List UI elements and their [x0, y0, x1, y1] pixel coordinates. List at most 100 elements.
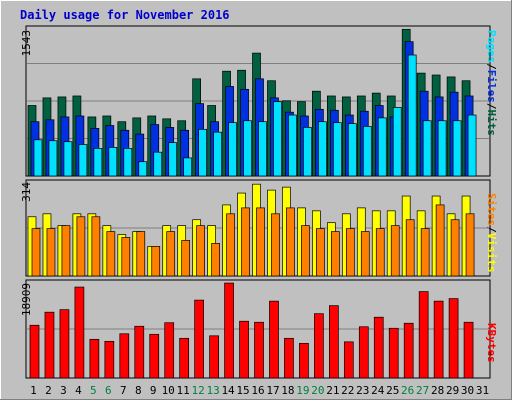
sites-bar-day-28 — [435, 204, 445, 277]
sites-bar-day-17 — [271, 213, 280, 277]
hits-ymax-label: 1543 — [20, 30, 33, 57]
pages-bar-day-4 — [78, 144, 88, 177]
pages-bar-day-19 — [303, 127, 312, 177]
kbytes-bar-day-20 — [314, 313, 324, 379]
x-tick-day-4: 4 — [75, 384, 82, 397]
sites-bar-day-14 — [226, 213, 235, 277]
legend-kbytes: KBytes — [485, 323, 498, 363]
kbytes-bar-day-22 — [343, 341, 354, 379]
sites-bar-day-19 — [301, 225, 310, 277]
sites-bar-day-15 — [241, 207, 250, 277]
x-tick-day-6: 6 — [105, 384, 112, 397]
sites-bar-day-18 — [286, 207, 295, 277]
pages-bar-day-8 — [138, 161, 148, 177]
kbytes-bar-day-19 — [299, 342, 309, 379]
kbytes-bar-day-1 — [29, 324, 40, 379]
x-tick-day-2: 2 — [45, 384, 52, 397]
x-tick-day-1: 1 — [30, 384, 37, 397]
pages-bar-day-20 — [318, 121, 327, 177]
sites-bar-day-3 — [61, 225, 71, 277]
pages-bar-day-1 — [33, 139, 43, 177]
kbytes-bar-day-26 — [403, 322, 414, 379]
legend-hits: Hits — [485, 110, 498, 137]
pages-bar-day-3 — [63, 141, 73, 177]
sites-bar-day-8 — [136, 231, 146, 277]
kbytes-bar-day-2 — [44, 311, 55, 379]
kbytes-bar-day-18 — [284, 337, 294, 379]
pages-bar-day-23 — [362, 126, 372, 177]
pages-bar-day-22 — [347, 123, 357, 177]
x-tick-day-26: 26 — [401, 384, 414, 397]
kbytes-bar-day-7 — [119, 333, 130, 379]
kbytes-legend: KBytes — [485, 323, 498, 363]
sites-bar-day-5 — [91, 216, 101, 277]
x-tick-day-28: 28 — [431, 384, 444, 397]
sites-bar-day-4 — [76, 216, 86, 277]
sites-bar-day-22 — [345, 228, 355, 277]
x-tick-day-15: 15 — [236, 384, 249, 397]
kbytes-bar-day-3 — [59, 309, 70, 379]
x-tick-day-8: 8 — [135, 384, 142, 397]
x-tick-day-9: 9 — [150, 384, 157, 397]
pages-bar-day-28 — [437, 120, 447, 177]
pages-bar-day-13 — [213, 131, 222, 177]
x-tick-day-25: 25 — [386, 384, 399, 397]
pages-bar-day-12 — [198, 128, 207, 177]
sites-bar-day-26 — [405, 219, 415, 277]
x-tick-day-16: 16 — [251, 384, 264, 397]
pages-bar-day-17 — [273, 101, 282, 177]
x-tick-day-14: 14 — [221, 384, 235, 397]
pages-bar-day-21 — [333, 122, 342, 177]
pages-bar-day-24 — [377, 117, 387, 177]
sites-bar-day-20 — [316, 228, 325, 277]
sites-bar-day-23 — [360, 231, 370, 277]
sites-bar-day-29 — [450, 219, 460, 277]
kbytes-bar-day-4 — [74, 286, 85, 379]
pages-bar-day-27 — [422, 120, 432, 177]
kbytes-bar-day-29 — [448, 298, 459, 379]
sites-bar-day-7 — [121, 237, 131, 277]
sites-bar-day-6 — [106, 231, 116, 277]
x-tick-day-11: 11 — [177, 384, 190, 397]
x-tick-day-13: 13 — [206, 384, 219, 397]
visits-sites-legend: Sites/Visits — [485, 193, 498, 273]
sites-bar-day-12 — [196, 225, 205, 277]
kbytes-bar-day-16 — [254, 321, 264, 379]
sites-bar-day-27 — [420, 228, 430, 277]
legend-visits: Visits — [485, 233, 498, 273]
sites-bar-day-30 — [465, 213, 475, 277]
kbytes-bar-day-9 — [149, 333, 160, 379]
pages-bar-day-29 — [452, 120, 462, 177]
kbytes-bar-day-15 — [239, 320, 249, 379]
kbytes-bar-day-30 — [463, 321, 474, 379]
sites-bar-day-25 — [390, 225, 400, 277]
x-tick-day-24: 24 — [371, 384, 385, 397]
kbytes-bar-day-23 — [358, 326, 369, 379]
legend-pages: Pages — [485, 30, 498, 63]
kbytes-bar-day-5 — [89, 338, 100, 379]
legend-sites: Sites — [485, 193, 498, 226]
pages-bar-day-5 — [93, 148, 103, 177]
kbytes-panel: 18909 KBytes — [20, 279, 498, 379]
sites-bar-day-13 — [211, 243, 220, 277]
pages-bar-day-15 — [243, 120, 252, 177]
pages-bar-day-7 — [123, 148, 133, 177]
sites-bar-day-16 — [256, 207, 265, 277]
x-tick-day-19: 19 — [296, 384, 309, 397]
x-axis-day-labels: 1 2 3 4 5 6 7 8 9 10 11 12 13 14 15 16 17 18 19 20 21 22 23 24 2… — [30, 384, 489, 397]
legend-sep-3: / — [485, 226, 498, 233]
legend-sep-1: / — [485, 63, 498, 70]
kbytes-bar-day-12 — [194, 299, 204, 379]
pages-bar-day-2 — [48, 140, 58, 177]
pages-bar-day-10 — [168, 142, 178, 177]
x-tick-day-22: 22 — [341, 384, 354, 397]
x-tick-day-27: 27 — [416, 384, 429, 397]
x-tick-day-17: 17 — [266, 384, 279, 397]
chart-title: Daily usage for November 2016 — [20, 8, 230, 22]
visits-sites-panel: 314 Sites/Visits — [20, 179, 498, 277]
sites-bar-day-2 — [46, 228, 56, 277]
x-tick-day-7: 7 — [120, 384, 127, 397]
kbytes-bar-day-24 — [373, 316, 384, 379]
pages-bar-day-11 — [183, 157, 193, 177]
